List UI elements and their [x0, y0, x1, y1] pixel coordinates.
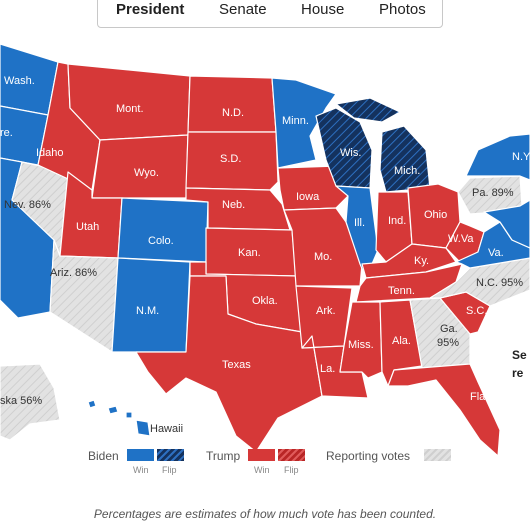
- legend-trump-win-label: Win: [254, 465, 270, 475]
- state-ny[interactable]: [465, 133, 530, 181]
- label-iowa: Iowa: [296, 191, 320, 203]
- label-nm: N.M.: [136, 305, 159, 317]
- label-sd: S.D.: [220, 153, 241, 165]
- tab-president[interactable]: President: [116, 1, 185, 18]
- label-okla: Okla.: [252, 295, 278, 307]
- state-ill[interactable]: [335, 185, 379, 279]
- label-nev: Nev. 86%: [4, 199, 51, 211]
- race-tabs: President Senate House Photos: [97, 0, 443, 28]
- label-mo: Mo.: [314, 251, 332, 263]
- legend-biden-win-swatch: [127, 449, 154, 461]
- map-legend: Biden Win Flip Trump Win Flip Reporting …: [0, 440, 530, 500]
- label-minn: Minn.: [282, 115, 309, 127]
- state-minn[interactable]: [271, 77, 337, 169]
- state-nd[interactable]: [187, 75, 277, 133]
- legend-biden-flip-label: Flip: [162, 465, 177, 475]
- label-wash: Wash.: [4, 75, 35, 87]
- label-tenn: Tenn.: [388, 285, 415, 297]
- label-nd: N.D.: [222, 107, 244, 119]
- state-ark[interactable]: [295, 285, 353, 349]
- state-hawaii-3[interactable]: [125, 411, 133, 419]
- label-mont: Mont.: [116, 103, 144, 115]
- state-tenn[interactable]: [355, 263, 463, 303]
- state-nc[interactable]: [429, 257, 530, 307]
- state-wis[interactable]: [315, 107, 373, 189]
- label-wyo: Wyo.: [134, 167, 159, 179]
- label-nc: N.C. 95%: [476, 277, 523, 289]
- label-neb: Neb.: [222, 199, 245, 211]
- legend-biden-win-label: Win: [133, 465, 149, 475]
- footnote: Percentages are estimates of how much vo…: [93, 507, 437, 521]
- label-ariz: Ariz. 86%: [50, 267, 97, 279]
- legend-trump-label: Trump: [206, 449, 241, 463]
- label-ill: Ill.: [354, 217, 365, 229]
- label-pa: Pa. 89%: [472, 187, 514, 199]
- state-sd[interactable]: [185, 131, 279, 191]
- label-colo: Colo.: [148, 235, 174, 247]
- label-idaho: Idaho: [36, 147, 64, 159]
- legend-trump-flip-label: Flip: [284, 465, 299, 475]
- label-texas: Texas: [222, 359, 251, 371]
- label-ala: Ala.: [392, 335, 411, 347]
- label-miss: Miss.: [348, 339, 374, 351]
- state-fla[interactable]: [387, 363, 501, 457]
- legend-biden-flip-swatch: [157, 449, 184, 461]
- legend-reporting-label: Reporting votes: [326, 449, 411, 463]
- state-hawaii-2[interactable]: [107, 405, 119, 415]
- label-wva: W.Va: [448, 233, 474, 245]
- state-alaska[interactable]: [0, 363, 61, 441]
- label-kan: Kan.: [238, 247, 261, 259]
- label-ore: re.: [0, 127, 13, 139]
- state-mo[interactable]: [283, 207, 363, 287]
- label-ga-pct: 95%: [437, 337, 459, 349]
- label-ky: Ky.: [414, 255, 429, 267]
- label-ohio: Ohio: [424, 209, 447, 221]
- state-mich[interactable]: [379, 125, 431, 193]
- legend-trump-win-swatch: [248, 449, 275, 461]
- label-sc: S.C.: [466, 305, 487, 317]
- label-ark: Ark.: [316, 305, 336, 317]
- label-hawaii: Hawaii: [150, 423, 183, 435]
- state-mich-up[interactable]: [335, 97, 401, 123]
- label-wis: Wis.: [340, 147, 361, 159]
- side-note-line2: re: [512, 366, 524, 380]
- label-mich: Mich.: [394, 165, 420, 177]
- side-note-line1: Se: [512, 348, 527, 362]
- label-ind: Ind.: [388, 215, 406, 227]
- state-hawaii-4[interactable]: [135, 419, 151, 437]
- state-colo[interactable]: [117, 197, 209, 263]
- tab-house[interactable]: House: [301, 1, 345, 18]
- tab-senate[interactable]: Senate: [219, 1, 267, 18]
- legend-reporting-swatch: [424, 449, 451, 461]
- label-fla: Fla.: [470, 391, 488, 403]
- label-ga: Ga.: [440, 323, 458, 335]
- tab-photos[interactable]: Photos: [379, 1, 426, 18]
- legend-biden-label: Biden: [88, 449, 119, 463]
- label-la: La.: [320, 363, 335, 375]
- state-md[interactable]: [483, 199, 530, 249]
- legend-trump-flip-swatch: [278, 449, 305, 461]
- label-ny: N.Y: [512, 151, 530, 163]
- label-alaska: ska 56%: [0, 395, 42, 407]
- label-va: Va.: [488, 247, 504, 259]
- label-utah: Utah: [76, 221, 99, 233]
- state-hawaii[interactable]: [87, 399, 97, 409]
